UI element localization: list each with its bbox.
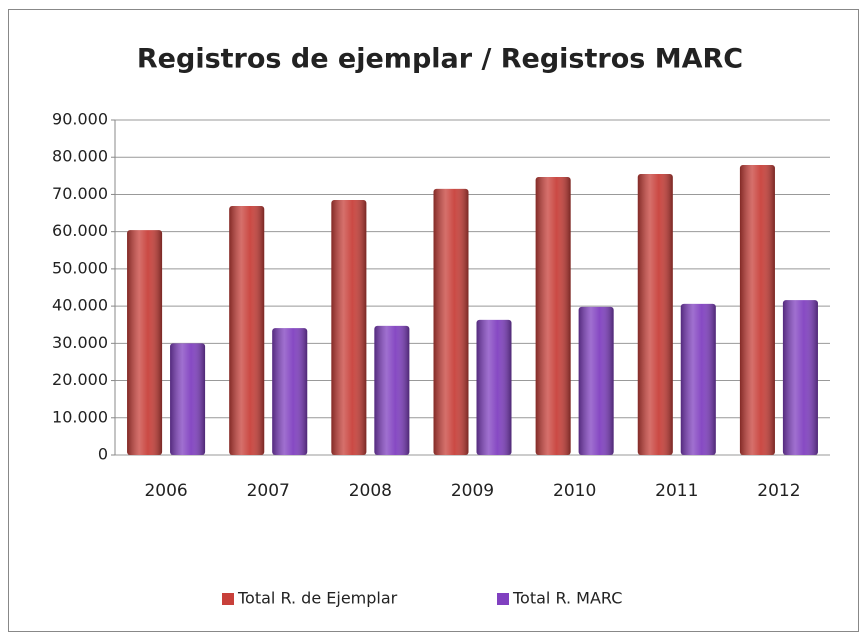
bar-shade xyxy=(578,306,614,455)
y-tick-label: 0 xyxy=(98,445,108,464)
y-tick-label: 30.000 xyxy=(52,333,108,352)
x-tick-label: 2007 xyxy=(247,481,290,501)
legend-label: Total R. de Ejemplar xyxy=(237,589,398,608)
bar-shade xyxy=(782,300,818,455)
bar-shade xyxy=(680,303,716,455)
y-tick-label: 50.000 xyxy=(52,258,108,277)
bar-shade xyxy=(272,328,308,455)
y-tick-label: 90.000 xyxy=(52,110,108,129)
y-tick-label: 40.000 xyxy=(52,296,108,315)
legend-swatch xyxy=(497,593,509,605)
y-tick-label: 70.000 xyxy=(52,184,108,203)
bar-shade xyxy=(433,188,469,455)
bar-shade xyxy=(637,173,673,455)
bar-shade xyxy=(170,343,206,455)
x-tick-label: 2011 xyxy=(655,481,698,501)
y-tick-label: 20.000 xyxy=(52,370,108,389)
bar-shade xyxy=(229,205,265,455)
x-tick-label: 2006 xyxy=(144,481,187,501)
bar-shade xyxy=(476,319,512,455)
y-tick-label: 10.000 xyxy=(52,407,108,426)
bar-shade xyxy=(374,325,410,455)
bar-shade xyxy=(331,200,367,455)
y-tick-label: 60.000 xyxy=(52,221,108,240)
x-tick-label: 2012 xyxy=(757,481,800,501)
x-tick-label: 2008 xyxy=(349,481,392,501)
x-tick-label: 2009 xyxy=(451,481,494,501)
legend-swatch xyxy=(222,593,234,605)
bar-shade xyxy=(535,176,571,455)
bar-shade xyxy=(127,230,163,455)
x-tick-label: 2010 xyxy=(553,481,596,501)
y-tick-label: 80.000 xyxy=(52,147,108,166)
chart-title: Registros de ejemplar / Registros MARC xyxy=(137,44,743,75)
legend-label: Total R. MARC xyxy=(512,589,622,608)
bar-shade xyxy=(739,165,775,456)
